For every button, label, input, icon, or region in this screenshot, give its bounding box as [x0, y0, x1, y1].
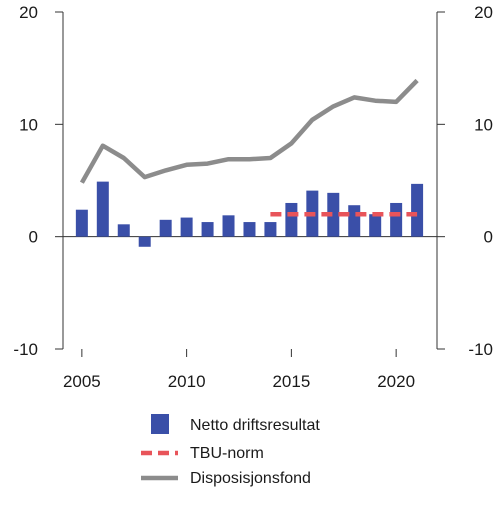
left-y-tick-label: -10: [13, 340, 38, 359]
bar-2020: [390, 202, 403, 237]
left-y-axis: -10 0 10 20: [13, 3, 63, 359]
bar-2012: [222, 215, 235, 237]
bar-series-netto-driftsresultat: [75, 181, 424, 247]
bar-2019: [369, 214, 382, 237]
legend: Netto driftsresultat TBU-norm Disposisjo…: [141, 414, 320, 487]
bar-2011: [201, 222, 214, 237]
bar-2014: [264, 222, 277, 237]
bar-2005: [75, 209, 88, 237]
bar-2009: [159, 219, 172, 237]
right-y-axis: -10 0 10 20: [437, 3, 493, 359]
legend-label-tbu-norm: TBU-norm: [190, 445, 264, 462]
legend-label-netto-driftsresultat: Netto driftsresultat: [190, 417, 320, 434]
x-tick-label: 2010: [168, 372, 206, 391]
x-axis: 2005 2010 2015 2020: [63, 349, 415, 391]
bar-2017: [327, 192, 340, 237]
x-tick-label: 2020: [377, 372, 415, 391]
bar-2021: [411, 183, 424, 237]
x-tick-label: 2015: [272, 372, 310, 391]
right-y-tick-label: 0: [484, 228, 493, 247]
left-y-tick-label: 0: [29, 228, 38, 247]
bar-2013: [243, 222, 256, 237]
left-y-tick-label: 20: [19, 3, 38, 22]
right-y-tick-label: 10: [474, 115, 493, 134]
bar-2018: [348, 205, 361, 237]
bar-2010: [180, 217, 193, 237]
left-y-tick-label: 10: [19, 115, 38, 134]
legend-label-disposisjonsfond: Disposisjonsfond: [190, 470, 311, 487]
bar-2006: [96, 181, 109, 237]
plot-frame: [62, 12, 438, 349]
line-disposisjonsfond: [79, 78, 419, 184]
bar-2015: [285, 202, 298, 237]
bar-2007: [117, 224, 130, 237]
x-tick-label: 2005: [63, 372, 101, 391]
right-y-tick-label: -10: [468, 340, 493, 359]
line-series: [79, 78, 419, 217]
bar-2008: [138, 236, 151, 247]
right-y-tick-label: 20: [474, 3, 493, 22]
legend-swatch-netto-driftsresultat: [151, 414, 169, 434]
